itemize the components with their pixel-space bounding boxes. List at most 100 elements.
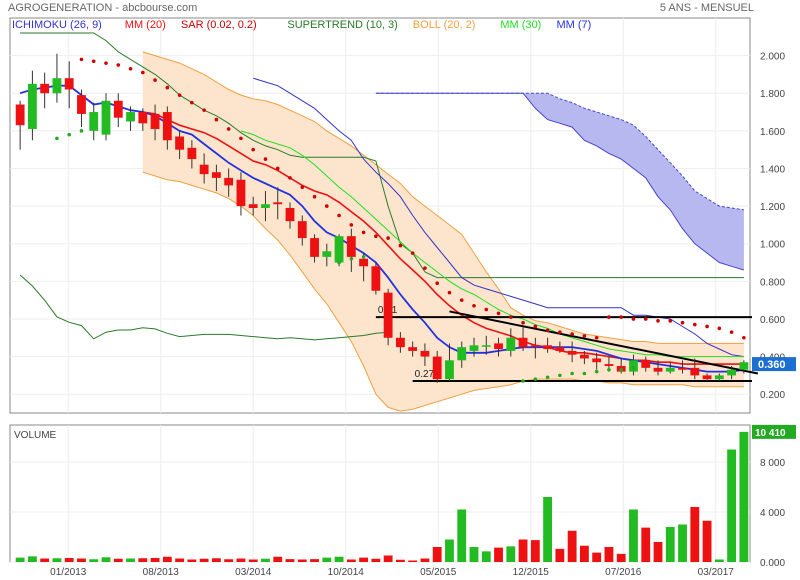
sar-dot <box>459 298 464 302</box>
chart-period: 5 ANS - MENSUEL <box>659 2 754 14</box>
mm20-line <box>142 111 744 365</box>
ichimoku-cloud <box>375 92 745 271</box>
candle-body <box>690 367 700 376</box>
volume-tick-label: 4 000 <box>760 508 785 519</box>
candle-body <box>518 337 528 348</box>
sar-dot <box>312 194 317 199</box>
date-tick-label: 07/2016 <box>605 567 642 578</box>
candle-body <box>346 236 356 257</box>
sar-dot <box>325 204 329 208</box>
sar-dot <box>435 281 440 286</box>
level-label: 0.27 <box>415 369 435 380</box>
indicator-label: ICHIMOKU (26, 9) <box>12 19 102 31</box>
bollinger-bands <box>142 51 744 412</box>
sar-dot <box>545 328 550 333</box>
candle-body <box>52 78 62 94</box>
sar-dot <box>558 330 562 334</box>
sar-dots <box>55 57 746 383</box>
volume-bar <box>579 545 589 562</box>
sar-dot <box>386 236 390 240</box>
trend-line <box>449 310 759 375</box>
sar-dot-low <box>558 373 562 378</box>
sar-dot <box>484 307 489 312</box>
volume-bar <box>138 558 148 562</box>
sar-dot <box>116 63 121 67</box>
indicator-label: SAR (0.02, 0.2) <box>181 19 257 31</box>
candle-body <box>273 202 283 205</box>
volume-bar <box>665 527 675 562</box>
candle-body <box>162 112 172 141</box>
sar-dot <box>251 147 255 152</box>
volume-bar <box>101 557 111 562</box>
candle-body <box>579 354 589 359</box>
date-tick-label: 03/2017 <box>698 567 735 578</box>
volume-bar <box>702 520 712 562</box>
sar-dot-low <box>67 132 71 137</box>
candle-body <box>322 251 332 257</box>
candle-body <box>445 360 454 380</box>
sar-dot <box>128 66 133 71</box>
price-tick-label: 1.400 <box>760 164 785 175</box>
price-tick-label: 1.800 <box>760 89 785 100</box>
candle-body <box>175 136 185 150</box>
sar-dot <box>533 324 538 329</box>
volume-bar <box>592 552 602 562</box>
volume-bar <box>739 431 749 562</box>
volume-bar <box>604 547 614 562</box>
volume-bar <box>445 539 454 562</box>
volume-bars <box>15 431 749 562</box>
sar-dot <box>742 335 746 340</box>
sar-dot <box>521 320 525 325</box>
ichimoku-senkou-b-line <box>375 92 744 211</box>
candle-body <box>126 112 135 122</box>
candle-body <box>543 345 553 350</box>
date-tick-label: 10/2014 <box>328 567 365 578</box>
volume-label: VOLUME <box>14 430 57 441</box>
candle-body <box>310 238 319 257</box>
sar-dot-low <box>521 379 525 383</box>
volume-bar <box>371 558 381 562</box>
sar-dot-low <box>607 367 611 372</box>
sar-dot <box>656 319 660 323</box>
candle-body <box>530 345 540 347</box>
candle-body <box>236 179 246 207</box>
ichimoku-cloud-fill <box>375 93 744 270</box>
volume-bar <box>211 558 221 562</box>
sar-dot <box>226 127 231 131</box>
sar-dot <box>214 117 219 122</box>
price-tick-label: 1.200 <box>760 202 785 213</box>
volume-bar <box>187 559 197 562</box>
volume-bar <box>334 556 344 562</box>
candle-body <box>64 78 74 90</box>
volume-bar <box>322 557 332 562</box>
candle-body <box>101 100 111 135</box>
sar-dot <box>398 243 403 248</box>
volume-bar <box>629 509 638 562</box>
sar-dot-low <box>619 367 623 372</box>
candle-body <box>665 367 675 372</box>
sar-dot <box>141 70 145 75</box>
volume-bar <box>27 556 37 562</box>
sar-dot <box>680 320 685 325</box>
volume-bar <box>175 558 185 562</box>
volume-bar <box>555 548 565 562</box>
candle-body <box>592 358 602 363</box>
volume-bar <box>236 558 246 562</box>
candle-body <box>432 356 442 380</box>
candle-body <box>383 292 393 338</box>
candle-body <box>395 337 405 348</box>
sar-dot <box>729 330 734 334</box>
sar-dot <box>570 332 574 336</box>
candle-body <box>138 112 148 124</box>
volume-bar <box>52 558 62 562</box>
supertrend-upper-line <box>20 32 744 279</box>
candle-body <box>604 364 614 366</box>
sar-dot <box>705 324 709 329</box>
sar-dot-low <box>582 371 587 376</box>
volume-bar <box>469 547 479 562</box>
volume-bar <box>297 559 307 562</box>
volume-bar <box>77 558 86 562</box>
mm7-line <box>19 84 745 373</box>
candle-body <box>702 375 712 380</box>
